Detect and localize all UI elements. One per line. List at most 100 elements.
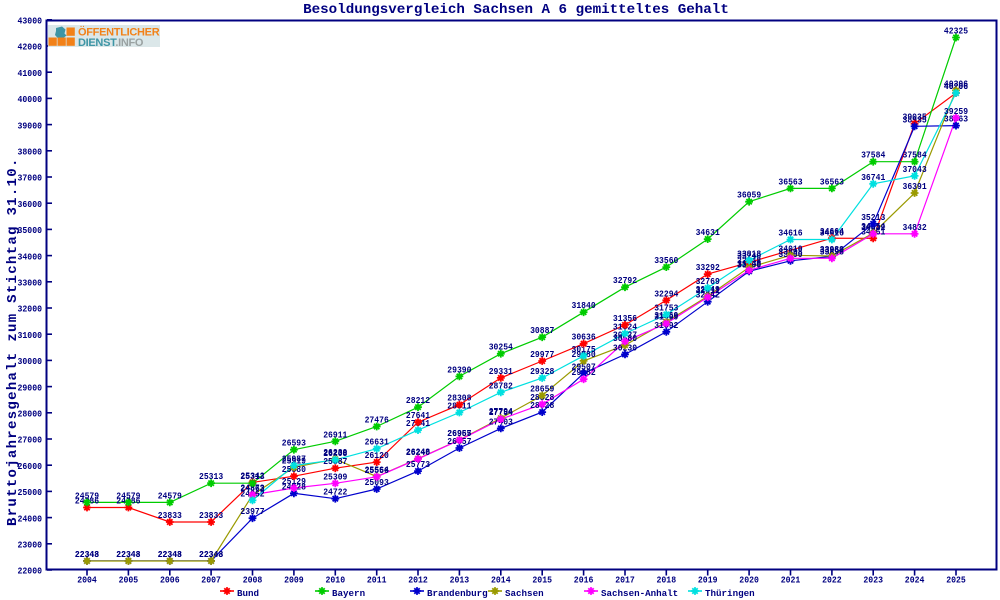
svg-text:36741: 36741 xyxy=(861,172,886,183)
svg-text:22000: 22000 xyxy=(18,567,43,577)
svg-text:2022: 2022 xyxy=(822,575,842,585)
svg-text:36391: 36391 xyxy=(903,181,928,192)
svg-text:31356: 31356 xyxy=(613,313,637,324)
svg-text:43000: 43000 xyxy=(18,17,43,27)
svg-text:2020: 2020 xyxy=(739,575,759,585)
svg-text:22343: 22343 xyxy=(199,549,224,560)
svg-text:22348: 22348 xyxy=(116,549,141,560)
svg-text:26208: 26208 xyxy=(323,448,348,459)
svg-text:26631: 26631 xyxy=(365,437,390,448)
svg-text:36563: 36563 xyxy=(778,176,803,187)
svg-text:Bruttojahresgehalt zum Stichta: Bruttojahresgehalt zum Stichtag 31.10. xyxy=(5,157,21,526)
svg-text:39259: 39259 xyxy=(944,106,968,117)
svg-text:30887: 30887 xyxy=(530,325,554,336)
svg-text:2014: 2014 xyxy=(491,575,511,585)
svg-text:27794: 27794 xyxy=(489,406,514,417)
svg-text:31000: 31000 xyxy=(18,331,43,341)
svg-text:2006: 2006 xyxy=(160,575,180,585)
svg-text:42000: 42000 xyxy=(18,43,43,53)
svg-text:2016: 2016 xyxy=(574,575,594,585)
svg-text:34000: 34000 xyxy=(18,252,43,262)
svg-text:25987: 25987 xyxy=(282,454,306,465)
svg-text:27641: 27641 xyxy=(406,410,431,421)
svg-text:25313: 25313 xyxy=(240,471,265,482)
svg-text:35213: 35213 xyxy=(861,212,886,223)
svg-text:34010: 34010 xyxy=(778,243,802,254)
svg-text:2007: 2007 xyxy=(201,575,221,585)
svg-text:31753: 31753 xyxy=(654,303,679,314)
svg-text:36000: 36000 xyxy=(18,200,43,210)
svg-text:2019: 2019 xyxy=(698,575,718,585)
svg-text:42325: 42325 xyxy=(944,26,969,37)
svg-text:25556: 25556 xyxy=(365,465,389,476)
svg-text:41000: 41000 xyxy=(18,69,43,79)
svg-text:2015: 2015 xyxy=(532,575,552,585)
svg-text:2011: 2011 xyxy=(367,575,387,585)
svg-text:2018: 2018 xyxy=(657,575,677,585)
svg-text:33292: 33292 xyxy=(696,262,720,273)
svg-text:27000: 27000 xyxy=(18,436,43,446)
svg-text:2009: 2009 xyxy=(284,575,304,585)
svg-text:27476: 27476 xyxy=(365,415,389,426)
svg-text:22343: 22343 xyxy=(75,549,100,560)
svg-text:29000: 29000 xyxy=(18,383,43,393)
svg-text:33000: 33000 xyxy=(18,279,43,289)
svg-text:34616: 34616 xyxy=(820,228,844,239)
svg-text:26593: 26593 xyxy=(282,438,307,449)
svg-text:37043: 37043 xyxy=(903,164,928,175)
svg-text:25919: 25919 xyxy=(282,455,306,466)
svg-text:2012: 2012 xyxy=(408,575,428,585)
svg-text:39000: 39000 xyxy=(18,121,43,131)
svg-text:33740: 33740 xyxy=(737,250,761,261)
svg-text:34616: 34616 xyxy=(778,228,802,239)
svg-text:33983: 33983 xyxy=(820,244,845,255)
svg-text:24000: 24000 xyxy=(18,514,43,524)
svg-text:22348: 22348 xyxy=(158,549,183,560)
svg-text:23000: 23000 xyxy=(18,541,43,551)
svg-text:2004: 2004 xyxy=(77,575,97,585)
svg-text:29331: 29331 xyxy=(489,366,514,377)
svg-text:26965: 26965 xyxy=(447,428,472,439)
svg-text:33560: 33560 xyxy=(654,255,678,266)
svg-text:Sachsen: Sachsen xyxy=(505,588,544,599)
svg-text:24873: 24873 xyxy=(240,483,265,494)
svg-text:33818: 33818 xyxy=(737,248,762,259)
svg-text:32769: 32769 xyxy=(696,276,720,287)
svg-text:27754: 27754 xyxy=(489,407,514,418)
svg-text:22343: 22343 xyxy=(116,549,141,560)
svg-text:23833: 23833 xyxy=(158,510,183,521)
svg-text:35000: 35000 xyxy=(18,226,43,236)
svg-text:24722: 24722 xyxy=(323,487,347,498)
svg-text:2008: 2008 xyxy=(243,575,263,585)
svg-text:28212: 28212 xyxy=(406,395,430,406)
svg-text:39035: 39035 xyxy=(903,112,928,123)
svg-text:28659: 28659 xyxy=(530,384,554,395)
svg-text:30636: 30636 xyxy=(572,332,596,343)
svg-text:22348: 22348 xyxy=(199,549,224,560)
svg-text:29328: 29328 xyxy=(530,366,555,377)
svg-text:ÖFFENTLICHER: ÖFFENTLICHER xyxy=(78,26,160,39)
svg-text:29977: 29977 xyxy=(530,349,554,360)
svg-text:33969: 33969 xyxy=(820,244,844,255)
svg-text:Bund: Bund xyxy=(237,588,259,599)
svg-text:2017: 2017 xyxy=(615,575,635,585)
svg-text:40206: 40206 xyxy=(944,81,968,92)
svg-text:Bayern: Bayern xyxy=(332,588,365,599)
svg-text:2021: 2021 xyxy=(781,575,801,585)
svg-text:36563: 36563 xyxy=(820,176,845,187)
svg-text:26240: 26240 xyxy=(406,447,430,458)
svg-text:2023: 2023 xyxy=(863,575,883,585)
svg-text:26248: 26248 xyxy=(406,447,431,458)
svg-text:26911: 26911 xyxy=(323,429,348,440)
svg-text:37000: 37000 xyxy=(18,174,43,184)
svg-text:37584: 37584 xyxy=(861,150,886,161)
svg-text:25313: 25313 xyxy=(199,471,224,482)
svg-text:30000: 30000 xyxy=(18,357,43,367)
svg-text:29507: 29507 xyxy=(572,361,596,372)
svg-text:25342: 25342 xyxy=(240,470,264,481)
svg-text:25309: 25309 xyxy=(323,471,347,482)
svg-text:23833: 23833 xyxy=(199,510,224,521)
svg-text:2010: 2010 xyxy=(326,575,346,585)
svg-text:28000: 28000 xyxy=(18,410,43,420)
svg-text:25564: 25564 xyxy=(365,465,390,476)
